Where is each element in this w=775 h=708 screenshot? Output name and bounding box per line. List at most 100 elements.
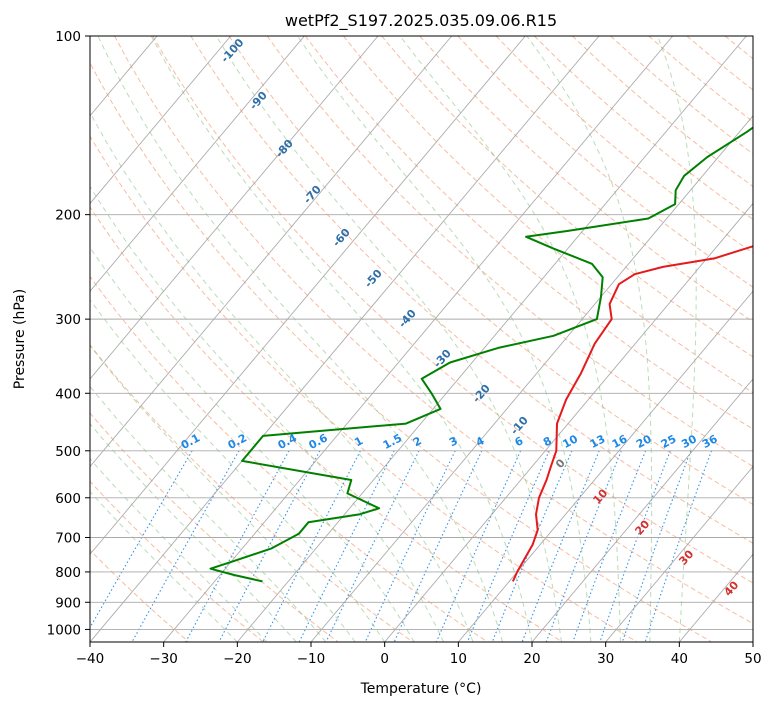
isotherm-line	[90, 36, 453, 468]
dry-adiabat-line	[90, 61, 712, 642]
mixing-ratio-label: 6	[513, 434, 526, 449]
isotherm-line	[90, 36, 305, 292]
y-tick-label: 900	[55, 595, 81, 611]
dry-adiabat-line	[90, 135, 638, 642]
mixing-ratio-line	[131, 450, 240, 642]
y-axis: 100 200 300 400 500 600 700 800 900 1000	[47, 29, 90, 638]
mixing-ratio-line	[644, 450, 713, 642]
dry-adiabat-line	[610, 36, 753, 155]
moist-adiabat-line	[399, 36, 621, 642]
mixing-ratio-label: 16	[610, 432, 630, 451]
dry-adiabat-line	[686, 36, 753, 91]
dry-adiabat-line	[343, 36, 753, 394]
y-tick-label: 400	[55, 386, 81, 402]
mixing-ratio-label: 0.6	[307, 431, 331, 452]
mixing-ratio-label: 36	[700, 432, 720, 451]
isotherm-line	[90, 36, 379, 380]
isotherm-line	[90, 36, 600, 642]
moist-adiabat-line	[150, 36, 533, 642]
mixing-ratio-label: 20	[634, 432, 654, 451]
moist-adiabat-label: -90	[247, 89, 270, 113]
moist-adiabat-line	[297, 36, 592, 642]
mixing-ratio-line	[521, 450, 600, 642]
plot-frame	[89, 35, 754, 643]
y-tick-label: 700	[55, 531, 81, 547]
dry-adiabat-line	[763, 36, 775, 642]
dry-adiabat-line	[90, 206, 563, 642]
mixing-ratio-label: 30	[679, 432, 699, 451]
moist-adiabat-label: -100	[218, 36, 246, 65]
x-tick-label: −20	[223, 651, 252, 667]
dry-adiabat-line	[190, 36, 753, 544]
y-tick-label: 1000	[47, 622, 81, 638]
x-axis-label: Temperature (°C)	[360, 681, 482, 697]
isotherm-line	[310, 115, 753, 642]
mixing-ratio-line	[90, 450, 193, 629]
mixing-ratio-label: 0.1	[179, 431, 202, 452]
isotherm-line	[605, 465, 753, 642]
dry-adiabat-line	[457, 36, 753, 288]
y-tick-label: 200	[55, 208, 81, 224]
dry-adiabat-line	[381, 36, 753, 358]
moist-adiabat-label: -70	[301, 183, 324, 207]
isotherm-line	[0, 36, 10, 642]
y-tick-label: 500	[55, 444, 81, 460]
mixing-ratio-line	[325, 450, 420, 642]
dry-adiabat-line	[90, 412, 339, 642]
series-line-1	[209, 126, 753, 583]
mixing-ratio-label: 2	[411, 434, 424, 449]
mixing-ratio-line	[298, 450, 395, 642]
dry-adiabat-line	[572, 36, 753, 188]
x-tick-label: 40	[671, 651, 688, 667]
y-tick-label: 600	[55, 491, 81, 507]
x-tick-label: −30	[149, 651, 178, 667]
dry-adiabat-line	[90, 344, 414, 642]
dry-adiabat-line	[724, 36, 753, 60]
mixing-ratio-label: 13	[588, 432, 608, 451]
moist-adiabat-label: -50	[362, 267, 385, 291]
dry-adiabat-label: 10	[590, 486, 610, 506]
x-tick-label: 50	[744, 651, 761, 667]
y-tick-label: 800	[55, 565, 81, 581]
dry-adiabat-line	[90, 549, 190, 642]
y-axis-label: Pressure (hPa)	[12, 289, 28, 389]
mixing-ratio-line	[621, 450, 692, 642]
mixing-ratio-line	[218, 450, 321, 642]
mixing-ratio-label: 4	[474, 434, 487, 449]
isotherm-line	[678, 553, 753, 642]
isotherm-line	[163, 36, 674, 642]
isotherm-line	[236, 36, 747, 642]
x-tick-label: 30	[597, 651, 614, 667]
isotherm-line	[384, 202, 753, 642]
moist-adiabat-line	[90, 344, 356, 642]
dry-adiabat-line	[648, 36, 753, 123]
dry-adiabat-line	[90, 275, 488, 642]
moist-adiabat-line	[90, 423, 297, 642]
mixing-ratio-label: 1	[352, 434, 365, 449]
moist-adiabat-label: -20	[470, 382, 493, 406]
x-tick-label: 20	[523, 651, 540, 667]
moist-adiabat-label: -30	[431, 347, 454, 371]
moist-adiabat-line	[90, 457, 268, 642]
mixing-ratio-line	[466, 450, 550, 642]
series-line-0	[511, 245, 753, 582]
mixing-ratio-line	[599, 450, 671, 642]
isotherm-line	[531, 378, 753, 642]
moist-adiabat-label: -10	[508, 414, 531, 438]
moist-adiabat-line	[90, 111, 474, 642]
mixing-ratio-line	[364, 450, 456, 642]
dry-adiabat-label: 0	[553, 456, 568, 471]
mixing-ratio-label: 3	[447, 434, 460, 449]
mixing-ratio-line	[262, 450, 361, 642]
x-tick-label: −40	[76, 651, 105, 667]
mixing-ratio-label: 1.5	[381, 431, 404, 452]
dry-adiabat-line	[90, 480, 264, 642]
dry-adiabat-label: 30	[676, 547, 696, 567]
dry-adiabat-label: 40	[721, 578, 741, 598]
mixing-ratio-label: 0.2	[226, 431, 249, 452]
y-tick-label: 300	[55, 312, 81, 328]
moist-adiabat-line	[657, 36, 697, 642]
mixing-ratio-label: 25	[659, 432, 679, 451]
chart-title: wetPf2_S197.2025.035.09.06.R15	[285, 11, 557, 31]
